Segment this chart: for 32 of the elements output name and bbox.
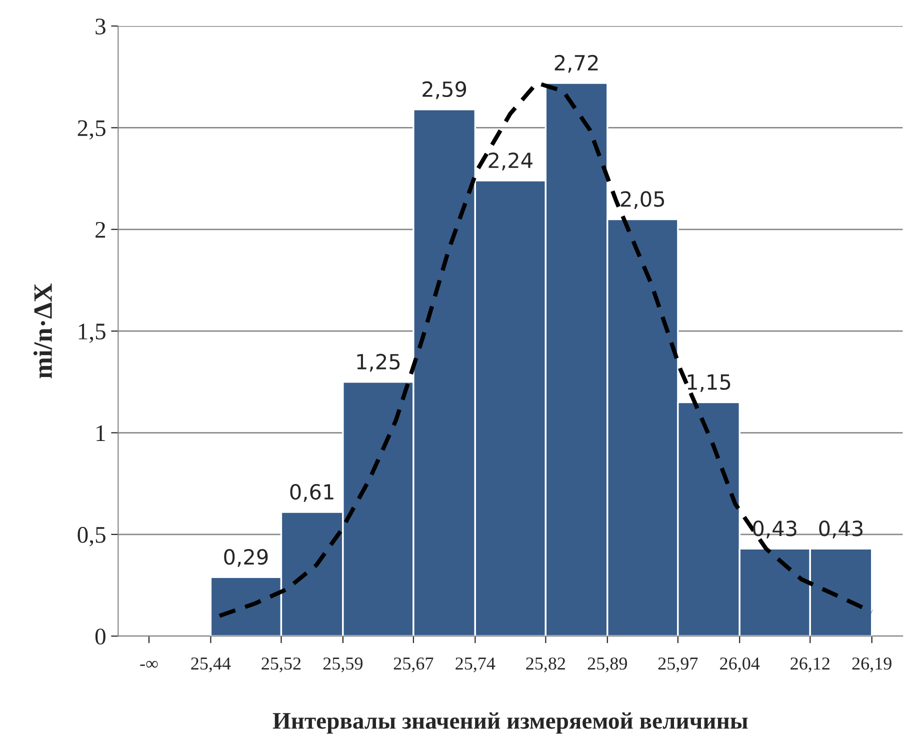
y-tick-label: 1: [96, 425, 105, 441]
data-label: 0,43: [753, 520, 796, 538]
line-series: [217, 80, 874, 618]
x-tick-label: 25,74: [456, 658, 496, 672]
data-label: 0,43: [819, 520, 863, 538]
y-axis-title: mi/n·ΔX: [33, 284, 52, 378]
x-tick-label: 25,89: [588, 657, 627, 672]
data-label: 0,29: [224, 549, 268, 567]
y-tick-label: 1,5: [78, 324, 106, 343]
y-tick-label: 2: [96, 222, 106, 238]
x-tick-label: 25,52: [262, 658, 301, 672]
x-tick-label: 26,19: [852, 658, 892, 672]
x-tick-label: 26,12: [790, 658, 830, 672]
data-label: 1,25: [357, 354, 400, 372]
data-label: 0,61: [290, 484, 334, 502]
x-tick-label: 25,44: [191, 658, 231, 672]
data-label: 1,15: [688, 374, 730, 392]
y-tick-label: 2,5: [78, 120, 106, 140]
data-label: 2,59: [422, 81, 466, 100]
x-tick-label: 25,67: [394, 658, 434, 672]
x-tick-label: 26,04: [720, 657, 760, 672]
data-label: 2,24: [488, 152, 532, 170]
x-axis-title: Интервалы значений измеряемой величины: [272, 712, 748, 734]
x-tick-label: 25,59: [323, 658, 363, 672]
y-tick-label: 0,5: [78, 526, 106, 546]
data-label: 2,05: [620, 191, 664, 209]
x-tick-label: -∞: [140, 660, 158, 668]
y-tick-label: 0: [95, 628, 106, 645]
x-tick-label: 25,97: [658, 658, 698, 672]
x-tick-label: 25,82: [526, 657, 565, 672]
y-tick-label: 3: [96, 18, 106, 34]
data-label: 2,72: [554, 54, 598, 73]
